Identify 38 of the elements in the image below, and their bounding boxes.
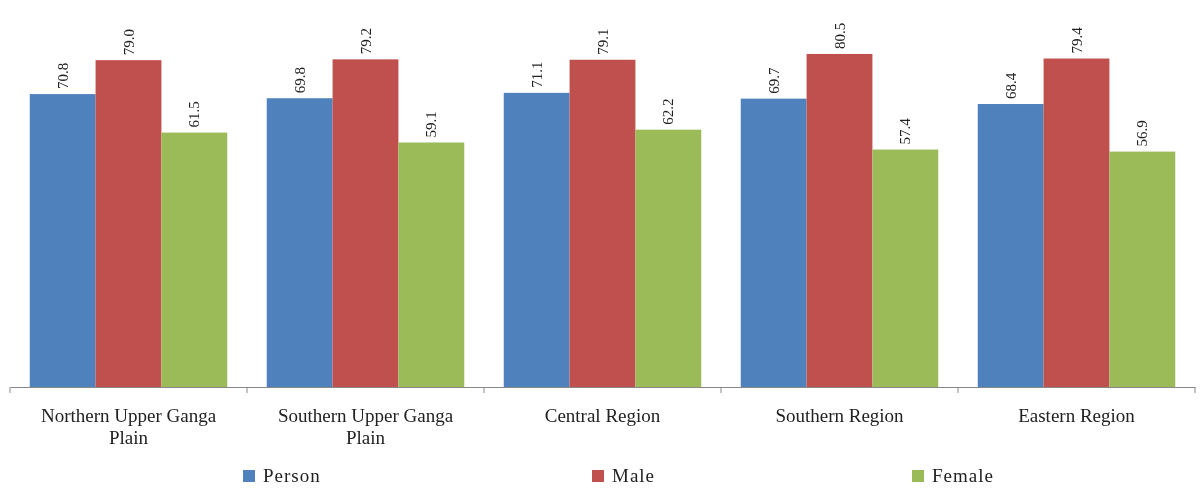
bar [569,59,636,387]
data-label: 69.7 [765,66,782,94]
data-label: 57.4 [897,117,914,145]
data-label: 69.8 [291,66,308,94]
bar [161,132,228,387]
x-tick-label: Southern Region [775,405,905,426]
bar [1043,58,1110,387]
legend-label: Person [263,465,321,486]
x-tick-label: Northern Upper Ganga Plain [40,405,217,448]
data-label: 62.2 [660,98,677,125]
data-label: 71.1 [528,61,545,88]
data-label: 79.2 [357,28,374,55]
bar [29,94,96,387]
data-label: 79.4 [1068,26,1085,54]
legend-label: Female [932,465,994,486]
bar [740,98,807,387]
data-label: 79.0 [120,28,137,56]
bar [806,53,873,387]
bar [635,129,702,387]
bar [398,142,465,387]
bar [977,104,1044,387]
data-label: 79.1 [594,28,611,55]
bar [1109,151,1176,387]
bar [872,149,939,387]
x-tick-label: Eastern Region [1018,405,1136,426]
bar [503,92,570,387]
data-label: 70.8 [54,62,71,90]
data-label: 68.4 [1002,72,1019,100]
data-label: 56.9 [1134,120,1151,147]
data-label: 80.5 [831,22,848,49]
bar [332,59,399,387]
data-label: 59.1 [423,111,440,138]
bar [95,60,162,387]
legend-label: Male [612,465,656,486]
bar [266,98,333,387]
x-tick-label: Southern Upper Ganga Plain [277,405,454,448]
x-tick-label: Central Region [544,405,661,426]
data-label: 61.5 [186,101,203,128]
